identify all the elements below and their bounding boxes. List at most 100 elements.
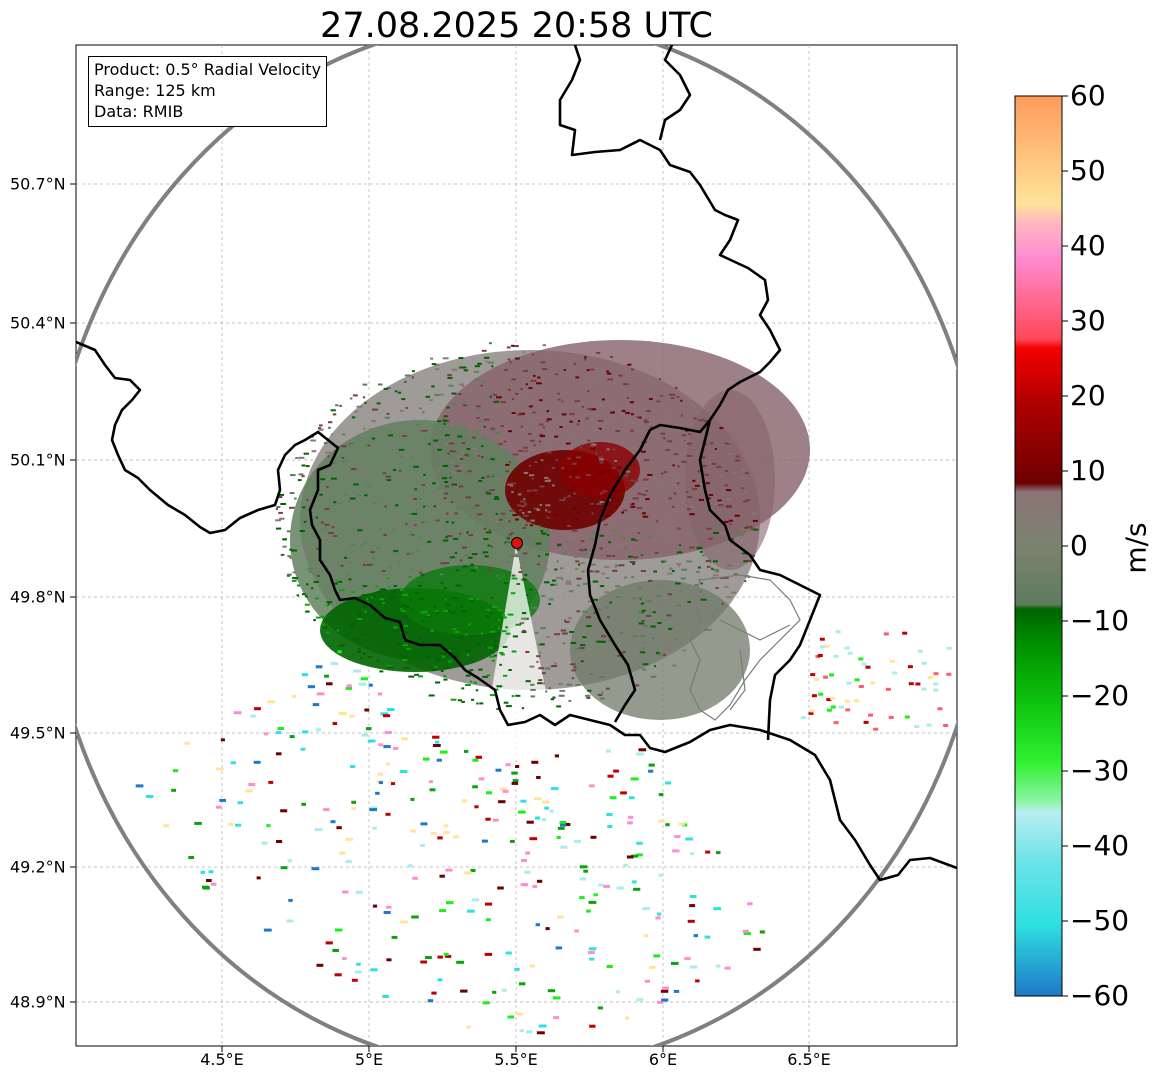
echo-speckle — [902, 631, 908, 635]
echo-speckle — [640, 373, 644, 376]
echo-speckle — [485, 531, 492, 534]
echo-speckle — [460, 989, 468, 993]
echo-speckle — [743, 560, 748, 563]
echo-speckle — [352, 638, 359, 641]
echo-speckle — [311, 867, 320, 871]
echo-speckle — [680, 577, 687, 580]
echo-speckle — [409, 465, 412, 468]
echo-speckle — [503, 440, 507, 443]
echo-speckle — [215, 805, 222, 809]
echo-speckle — [425, 956, 432, 959]
echo-speckle — [518, 449, 524, 452]
echo-speckle — [524, 503, 528, 506]
echo-speckle — [521, 617, 528, 620]
echo-speckle — [557, 544, 562, 547]
echo-speckle — [529, 550, 535, 553]
axis-ticks — [70, 183, 810, 1052]
echo-speckle — [235, 823, 242, 827]
echo-speckle — [441, 477, 448, 480]
echo-speckle — [613, 542, 619, 545]
echo-speckle — [399, 608, 403, 611]
echo-speckle — [349, 397, 353, 400]
echo-speckle — [511, 378, 516, 381]
echo-speckle — [386, 958, 392, 962]
echo-speckle — [456, 455, 461, 458]
echo-speckle — [516, 583, 521, 585]
speckle-layer — [135, 342, 952, 1035]
echo-speckle — [593, 426, 598, 429]
echo-speckle — [355, 518, 359, 521]
echo-speckle — [362, 564, 367, 566]
echo-speckle — [641, 647, 645, 650]
echo-speckle — [471, 448, 477, 451]
echo-speckle — [454, 631, 460, 633]
echo-speckle — [573, 486, 576, 489]
echo-speckle — [663, 653, 666, 656]
echo-speckle — [188, 856, 195, 859]
echo-speckle — [636, 752, 644, 756]
echo-speckle — [253, 760, 261, 764]
echo-speckle — [302, 730, 309, 734]
colorbar-tick-label: −40 — [1070, 829, 1130, 862]
echo-speckle — [497, 886, 504, 890]
echo-speckle — [462, 404, 468, 407]
echo-speckle — [486, 475, 490, 478]
echo-speckle — [665, 449, 670, 452]
echo-speckle — [401, 615, 408, 618]
echo-speckle — [423, 473, 426, 476]
border-luxembourg — [586, 419, 711, 723]
echo-speckle — [684, 440, 690, 443]
echo-speckle — [576, 577, 582, 580]
echo-speckle — [477, 513, 483, 516]
echo-speckle — [577, 420, 581, 423]
echo-speckle — [630, 429, 634, 432]
echo-speckle — [539, 643, 545, 646]
echo-speckle — [522, 351, 525, 354]
echo-speckle — [360, 533, 366, 536]
echo-speckle — [386, 577, 390, 580]
echo-speckle — [422, 757, 430, 761]
echo-speckle — [719, 576, 725, 579]
echo-speckle — [564, 374, 571, 377]
echo-speckle — [371, 557, 376, 560]
echo-speckle — [645, 614, 651, 617]
echo-speckle — [669, 567, 673, 570]
echo-speckle — [726, 498, 732, 501]
echo-speckle — [538, 423, 544, 426]
echo-speckle — [581, 405, 584, 408]
echo-speckle — [537, 682, 543, 685]
echo-speckle — [681, 460, 687, 463]
echo-speckle — [505, 463, 510, 466]
echo-speckle — [528, 387, 533, 390]
echo-speckle — [425, 610, 428, 613]
echo-speckle — [521, 859, 527, 862]
echo-speckle — [536, 1031, 545, 1035]
echo-speckle — [495, 512, 498, 515]
echo-speckle — [733, 573, 738, 575]
echo-speckle — [438, 550, 442, 553]
echo-speckle — [861, 662, 867, 666]
echo-speckle — [395, 504, 399, 507]
echo-speckle — [366, 484, 372, 487]
echo-speckle — [510, 482, 516, 485]
echo-speckle — [477, 408, 482, 411]
echo-speckle — [529, 665, 535, 668]
echo-speckle — [612, 569, 618, 572]
echo-speckle — [360, 544, 365, 547]
echo-speckle — [865, 665, 871, 669]
echo-speckle — [347, 561, 352, 564]
echo-speckle — [680, 399, 683, 402]
echo-speckle — [316, 728, 321, 732]
echo-speckle — [436, 758, 442, 762]
echo-speckle — [540, 361, 546, 364]
echo-speckle — [926, 723, 932, 727]
echo-speckle — [394, 427, 399, 430]
echo-speckle — [507, 1015, 515, 1019]
echo-speckle — [512, 453, 519, 456]
radar-site-marker — [511, 537, 523, 549]
echo-speckle — [345, 837, 354, 841]
echo-speckle — [511, 344, 515, 347]
echo-speckle — [833, 654, 839, 658]
echo-speckle — [620, 536, 626, 539]
echo-speckle — [584, 553, 588, 555]
